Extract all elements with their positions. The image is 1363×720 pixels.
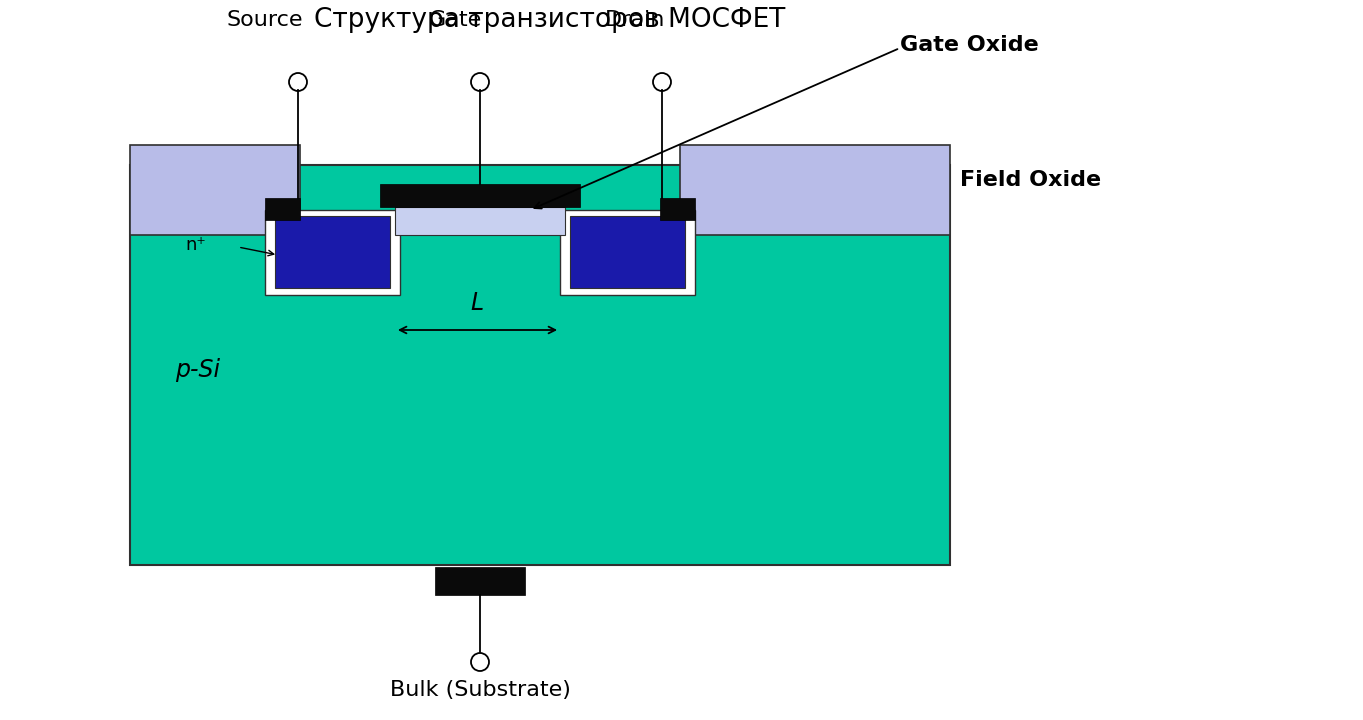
Bar [380, 184, 581, 207]
Bar [129, 145, 300, 235]
Bar [264, 198, 300, 220]
Text: Gate: Gate [428, 10, 481, 30]
Bar [560, 210, 695, 295]
Text: L: L [470, 291, 484, 315]
Text: n⁺: n⁺ [185, 236, 206, 254]
Text: Source: Source [226, 10, 303, 30]
Text: Field Oxide: Field Oxide [960, 170, 1101, 190]
Bar [129, 165, 950, 565]
Bar [660, 198, 695, 220]
Text: Drain: Drain [605, 10, 665, 30]
Bar [680, 145, 950, 235]
Bar [275, 216, 390, 288]
Text: Gate Oxide: Gate Oxide [900, 35, 1039, 55]
Bar [395, 207, 566, 235]
Text: Структура транзисторов МОСФЕТ: Структура транзисторов МОСФЕТ [315, 7, 785, 33]
Bar [264, 210, 399, 295]
Bar [570, 216, 686, 288]
Text: Bulk (Substrate): Bulk (Substrate) [390, 680, 571, 700]
Bar [435, 567, 525, 595]
Text: p-Si: p-Si [174, 358, 221, 382]
